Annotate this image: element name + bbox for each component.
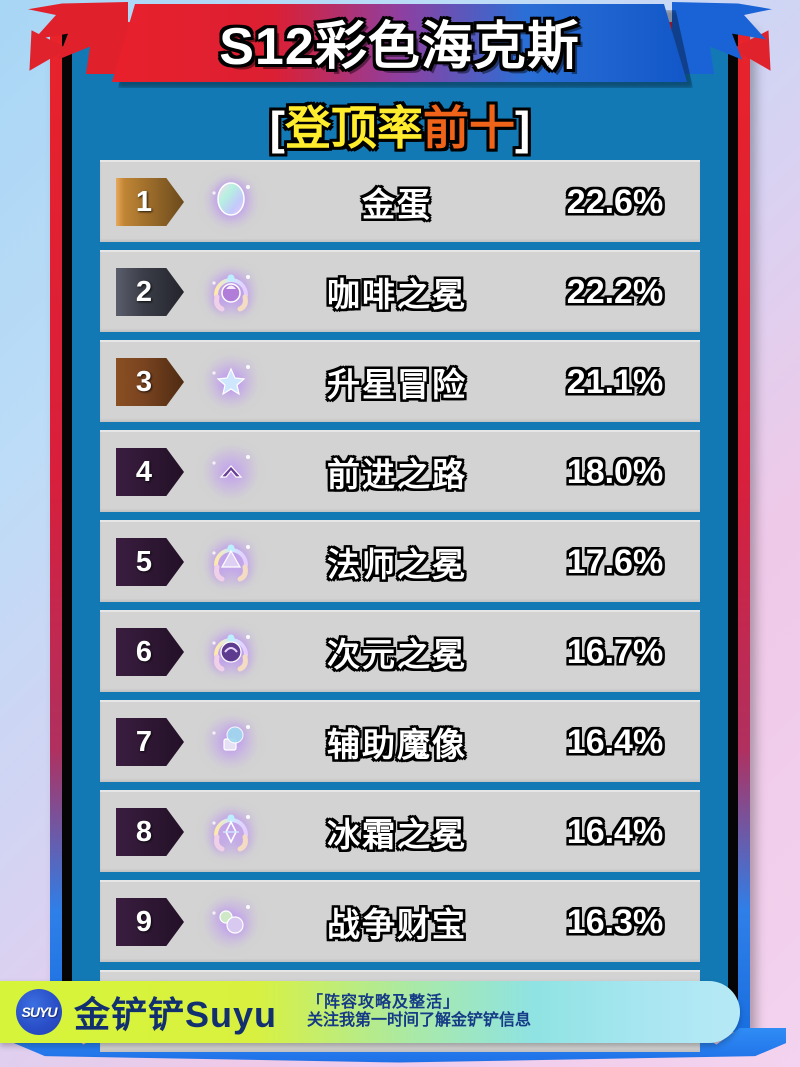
rank-number: 5 <box>135 545 153 578</box>
table-row[interactable]: 5 法师之冕 17.6% <box>100 520 700 602</box>
item-win-rate: 16.3% <box>566 902 664 941</box>
table-row[interactable]: 6 次元之冕 16.7% <box>100 610 700 692</box>
item-win-rate: 16.7% <box>566 632 664 671</box>
table-row[interactable]: 4 前进之路 18.0% <box>100 430 700 512</box>
star-adventure-icon <box>202 353 260 411</box>
footer-tagline-line2: 关注我第一时间了解金铲铲信息 <box>307 1012 532 1029</box>
item-name: 咖啡之冕 <box>327 276 467 313</box>
rank-number: 3 <box>135 365 153 398</box>
coffee-crown-icon <box>202 263 260 321</box>
ribbon-tail-left-icon <box>28 2 128 74</box>
item-win-rate: 21.1% <box>566 362 664 401</box>
channel-brand-name: 金铲铲Suyu <box>74 994 278 1035</box>
rank-number: 1 <box>135 185 153 218</box>
subtitle-orange-text: 前十 <box>423 102 515 154</box>
road-ahead-icon <box>202 443 260 501</box>
rank-badge: 3 <box>116 358 184 406</box>
footer-tagline-line1: 「阵容攻略及整活」 <box>307 994 461 1012</box>
rank-number: 7 <box>135 725 153 758</box>
item-name: 辅助魔像 <box>327 726 467 763</box>
rank-number: 6 <box>135 635 153 668</box>
mage-crown-icon <box>202 533 260 591</box>
item-name: 战争财宝 <box>327 906 467 943</box>
item-name: 金蛋 <box>362 186 432 223</box>
item-name: 升星冒险 <box>327 366 467 403</box>
rank-badge: 1 <box>116 178 184 226</box>
item-name: 次元之冕 <box>327 636 467 673</box>
channel-logo-text: SUYU <box>21 1004 58 1020</box>
item-win-rate: 18.0% <box>566 452 664 491</box>
banner-body: S12彩色海克斯 <box>112 4 687 82</box>
rank-number: 4 <box>135 455 153 488</box>
frost-crown-icon <box>202 803 260 861</box>
subtitle: [登顶率前十] <box>0 92 800 158</box>
footer-tagline: 「阵容攻略及整活」 关注我第一时间了解金铲铲信息 <box>307 994 531 1030</box>
support-golem-icon <box>202 713 260 771</box>
rank-badge: 4 <box>116 448 184 496</box>
table-row[interactable]: 9 战争财宝 16.3% <box>100 880 700 962</box>
war-treasure-icon <box>202 893 260 951</box>
channel-logo-icon: SUYU <box>16 989 62 1035</box>
item-win-rate: 16.4% <box>566 722 664 761</box>
table-row[interactable]: 3 升星冒险 21.1% <box>100 340 700 422</box>
item-win-rate: 16.4% <box>566 812 664 851</box>
table-row[interactable]: 2 咖啡之冕 22.2% <box>100 250 700 332</box>
rank-badge: 8 <box>116 808 184 856</box>
subtitle-close-bracket: ] <box>515 102 531 154</box>
rank-badge: 7 <box>116 718 184 766</box>
item-name: 法师之冕 <box>327 546 467 583</box>
ranking-list: 1 金蛋 22.6% 2 咖啡之冕 22.2% 3 升星冒险 21.1% 4 前进之路 18.0% 5 法… <box>100 160 700 1060</box>
subtitle-yellow-text: 登顶率 <box>285 102 423 154</box>
item-name: 冰霜之冕 <box>327 816 467 853</box>
item-win-rate: 22.2% <box>566 272 664 311</box>
dimension-crown-icon <box>202 623 260 681</box>
table-row[interactable]: 8 冰霜之冕 16.4% <box>100 790 700 872</box>
title-banner: S12彩色海克斯 <box>0 0 800 100</box>
rank-number: 2 <box>135 275 153 308</box>
table-row[interactable]: 7 辅助魔像 16.4% <box>100 700 700 782</box>
rank-number: 8 <box>135 815 153 848</box>
item-name: 前进之路 <box>327 456 467 493</box>
item-win-rate: 17.6% <box>566 542 664 581</box>
banner-title-text: S12彩色海克斯 <box>219 17 580 76</box>
rank-number: 9 <box>135 905 153 938</box>
subtitle-open-bracket: [ <box>269 102 285 154</box>
egg-icon <box>202 173 260 231</box>
table-row[interactable]: 1 金蛋 22.6% <box>100 160 700 242</box>
item-win-rate: 22.6% <box>566 182 664 221</box>
rank-badge: 6 <box>116 628 184 676</box>
rank-badge: 2 <box>116 268 184 316</box>
rank-badge: 9 <box>116 898 184 946</box>
footer-bar: SUYU 金铲铲Suyu 「阵容攻略及整活」 关注我第一时间了解金铲铲信息 <box>0 981 740 1043</box>
rank-badge: 5 <box>116 538 184 586</box>
